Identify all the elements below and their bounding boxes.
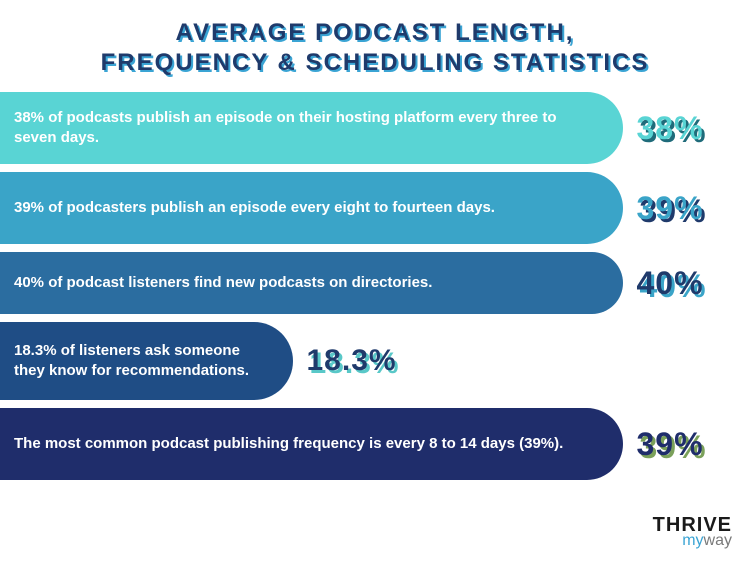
stat-text: 39% of podcasters publish an episode eve… (14, 198, 495, 218)
bar-row: 38% of podcasts publish an episode on th… (0, 92, 750, 164)
logo-way: way (704, 532, 732, 549)
stat-percentage: 18.3%18.3% (307, 344, 397, 378)
stat-bar: 38% of podcasts publish an episode on th… (0, 92, 623, 164)
page-title: Average Podcast Length, Frequency & Sche… (0, 0, 750, 92)
stat-text: 40% of podcast listeners find new podcas… (14, 273, 432, 293)
pct-value: 39% (637, 426, 704, 462)
bar-row: 39% of podcasters publish an episode eve… (0, 172, 750, 244)
stat-percentage: 38%38% (637, 110, 704, 147)
bar-row: 18.3% of listeners ask someone they know… (0, 322, 750, 400)
pct-value: 40% (637, 265, 704, 301)
stat-bar: 18.3% of listeners ask someone they know… (0, 322, 293, 400)
stat-percentage: 39%39% (637, 426, 704, 463)
stat-bar: The most common podcast publishing frequ… (0, 408, 623, 480)
logo-my: my (682, 532, 703, 549)
title-line-2: Frequency & Scheduling Statistics (40, 48, 710, 78)
stat-text: The most common podcast publishing frequ… (14, 434, 563, 454)
bar-row: 40% of podcast listeners find new podcas… (0, 252, 750, 314)
pct-value: 18.3% (307, 344, 397, 377)
logo-bottom: myway (653, 534, 732, 548)
stat-bar: 39% of podcasters publish an episode eve… (0, 172, 623, 244)
stat-percentage: 40%40% (637, 265, 704, 302)
brand-logo: THRIVE myway (653, 516, 732, 548)
stat-percentage: 39%39% (637, 190, 704, 227)
bar-row: The most common podcast publishing frequ… (0, 408, 750, 480)
pct-value: 38% (637, 110, 704, 146)
pct-value: 39% (637, 190, 704, 226)
stat-text: 38% of podcasts publish an episode on th… (14, 108, 599, 149)
title-line-1: Average Podcast Length, (40, 18, 710, 48)
stat-text: 18.3% of listeners ask someone they know… (14, 341, 269, 382)
bars-container: 38% of podcasts publish an episode on th… (0, 92, 750, 480)
stat-bar: 40% of podcast listeners find new podcas… (0, 252, 623, 314)
